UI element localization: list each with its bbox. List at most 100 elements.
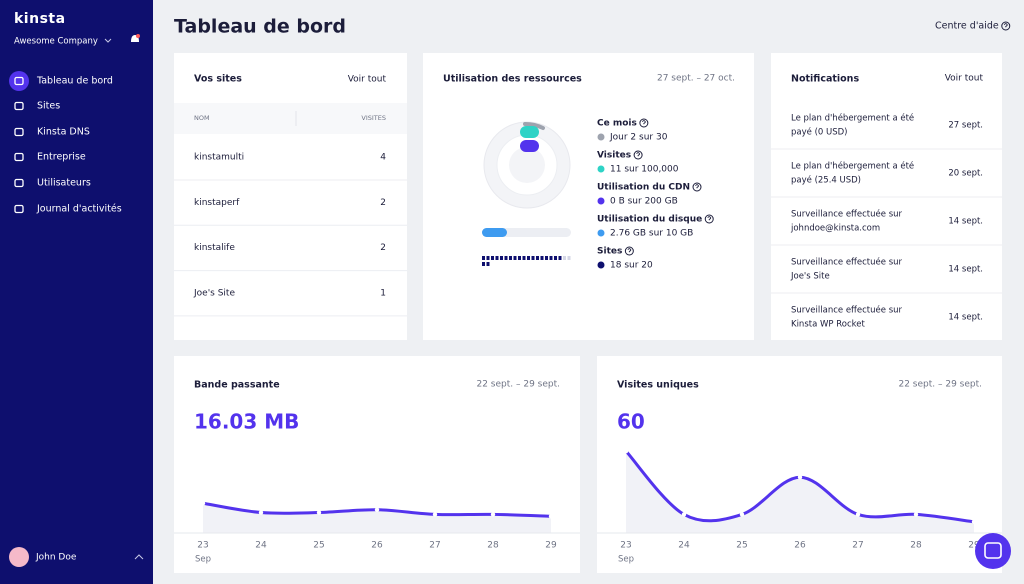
usage-label: Visites (597, 151, 631, 161)
site-name[interactable]: kinstaperf (194, 198, 240, 208)
site-square (482, 256, 485, 260)
card (174, 53, 407, 340)
help-icon[interactable] (624, 246, 634, 256)
chat-icon[interactable] (984, 542, 1002, 559)
help-icon (695, 184, 699, 189)
usage-label: Utilisation du CDN (597, 183, 690, 193)
data-point (623, 448, 629, 454)
chart-area (203, 503, 551, 533)
nav-item[interactable]: Journal d'activités (36, 204, 122, 215)
chart-title: Visites uniques (617, 380, 699, 391)
card (423, 53, 754, 340)
help-icon (707, 216, 712, 221)
usage-label: Ce mois (597, 119, 637, 129)
usage-value: 11 sur 100,000 (610, 165, 679, 175)
site-name[interactable]: kinstalife (194, 243, 235, 253)
data-point (797, 475, 803, 480)
chat-button[interactable] (975, 533, 1011, 569)
help-icon[interactable] (633, 150, 643, 160)
nav-item[interactable]: Kinsta DNS (37, 127, 90, 138)
help-link[interactable]: Centre d'aide (935, 21, 999, 32)
site-square (482, 262, 485, 266)
nav-item[interactable]: Entreprise (37, 152, 86, 163)
site-square (536, 256, 539, 260)
brand[interactable]: kinsta (14, 11, 66, 27)
site-visits: 2 (380, 243, 386, 253)
site-visits: 1 (380, 288, 386, 298)
date-range: 22 sept. – 29 sept. (476, 380, 560, 390)
site-square (563, 256, 566, 260)
chevron[interactable] (134, 554, 144, 560)
x-tick-label: 28 (487, 541, 499, 551)
help-icon[interactable] (639, 118, 649, 128)
card-link[interactable]: Voir tout (348, 75, 387, 85)
site-name[interactable]: kinstamulti (194, 153, 244, 163)
chart-title: Bande passante (194, 380, 280, 391)
help-icon[interactable] (1001, 21, 1011, 31)
legend-dot (597, 133, 605, 141)
data-point (258, 510, 264, 515)
usage-value: 2.76 GB sur 10 GB (610, 229, 693, 239)
avatar[interactable] (9, 547, 29, 567)
data-point (681, 512, 687, 517)
notification-text: payé (25.4 USD) (791, 175, 861, 186)
help-icon (641, 120, 646, 125)
legend-dot (597, 261, 605, 269)
site-name[interactable]: Joe's Site (193, 288, 235, 298)
data-point (548, 514, 554, 519)
card-link[interactable]: Voir tout (945, 74, 984, 84)
data-point (316, 510, 322, 515)
chart-total: 60 (617, 410, 645, 434)
site-square (527, 256, 530, 260)
x-tick-label: 23 (620, 541, 631, 551)
help-icon[interactable] (704, 214, 714, 224)
x-tick-label: 24 (678, 541, 690, 551)
site-square (522, 256, 526, 260)
site-square (513, 256, 517, 260)
notification-text: johndoe@kinsta.com (790, 224, 880, 234)
site-visits: 4 (380, 153, 386, 163)
site-square (518, 256, 521, 260)
site-square (491, 256, 494, 260)
date-range: 22 sept. – 29 sept. (898, 380, 982, 390)
nav-item[interactable]: Sites (37, 101, 60, 112)
user-name[interactable]: John Doe (35, 553, 77, 563)
sidebar (0, 0, 153, 584)
legend-dot (597, 229, 605, 237)
x-tick-label: 27 (852, 541, 863, 551)
site-square (504, 256, 508, 260)
help-icon (627, 248, 632, 253)
site-square (509, 256, 512, 260)
site-square (531, 256, 535, 260)
notification-date: 14 sept. (948, 313, 983, 323)
notification-date: 14 sept. (948, 217, 983, 227)
card-title: Notifications (791, 74, 859, 85)
help-icon (636, 152, 641, 157)
x-tick-label: 29 (545, 541, 557, 551)
legend-dot (597, 197, 605, 205)
company[interactable]: Awesome Company (14, 37, 98, 47)
notification-text: Le plan d'hébergement a été (791, 161, 914, 172)
site-square (486, 262, 490, 266)
nav-item[interactable]: Tableau de bord (36, 76, 113, 87)
nav-item[interactable]: Utilisateurs (37, 178, 91, 189)
table-header (174, 103, 407, 134)
chart-area (626, 451, 974, 533)
help-icon[interactable] (692, 182, 702, 192)
card (174, 356, 580, 573)
legend-dot (597, 165, 605, 173)
data-point (971, 519, 977, 525)
x-tick-label: 24 (255, 541, 267, 551)
data-point (739, 512, 745, 517)
notification-date: 20 sept. (948, 169, 983, 179)
site-square (495, 256, 499, 260)
usage-value: Jour 2 sur 30 (609, 133, 668, 143)
x-tick-label: 23 (197, 541, 208, 551)
column-header: NOM (194, 114, 210, 122)
usage-donut (483, 121, 571, 209)
x-tick-label: 25 (736, 541, 747, 551)
chevron[interactable] (104, 38, 112, 43)
x-tick-label: 26 (794, 541, 806, 551)
active-indicator (9, 71, 29, 91)
notification-text: Surveillance effectuée sur (791, 209, 903, 220)
